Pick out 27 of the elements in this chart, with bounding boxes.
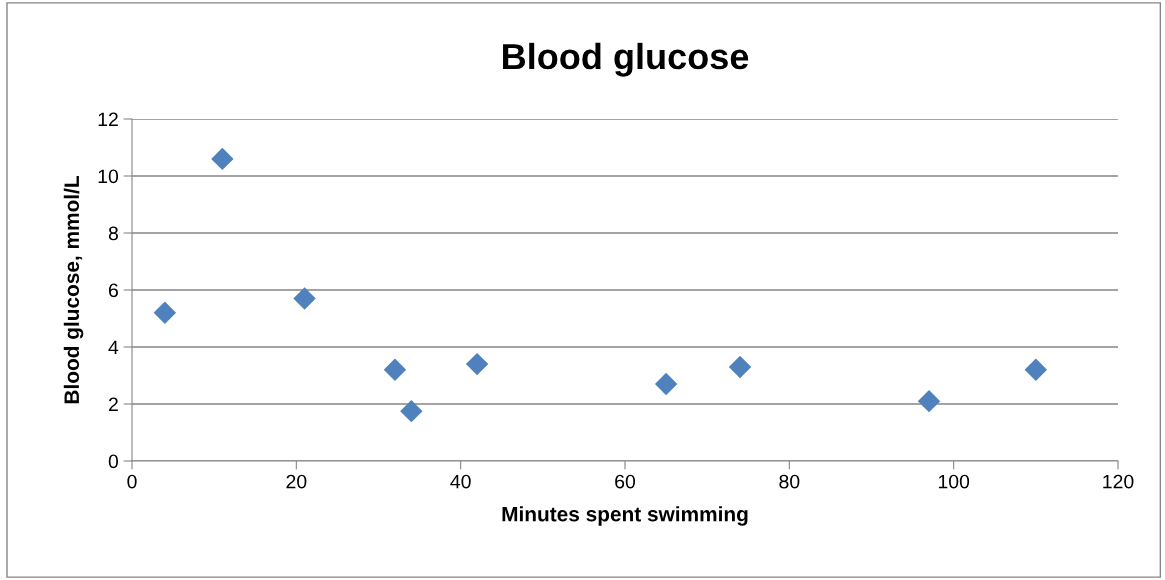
point <box>383 358 407 381</box>
x-tick-label: 120 <box>1103 474 1134 489</box>
chart-title: Blood glucose <box>503 42 749 77</box>
y-tick-label: 0 <box>108 454 119 469</box>
y-tick-label: 6 <box>108 283 118 298</box>
y-tick-label: 4 <box>108 340 119 355</box>
y-axis-title: Blood glucose, mmol/L <box>63 176 84 404</box>
x-tick-label: 60 <box>615 474 636 489</box>
x-axis-title: Minutes spent swimming <box>502 506 748 526</box>
point <box>917 389 941 413</box>
x-tick-label: 40 <box>450 474 471 489</box>
point <box>1024 358 1048 381</box>
x-tick-label: 20 <box>286 474 307 489</box>
x-tick-label: 80 <box>779 474 800 489</box>
x-tick-label: 0 <box>127 474 137 489</box>
point <box>400 399 423 423</box>
point <box>211 147 234 171</box>
y-tick-label: 12 <box>98 112 118 127</box>
point <box>293 287 316 310</box>
x-tick-label: 100 <box>938 474 970 489</box>
point <box>654 372 678 396</box>
y-tick-label: 8 <box>108 226 118 241</box>
y-tick-label: 10 <box>98 169 119 184</box>
point <box>465 352 489 376</box>
y-tick-label: 2 <box>108 397 118 412</box>
point <box>728 355 752 379</box>
point <box>153 301 177 324</box>
